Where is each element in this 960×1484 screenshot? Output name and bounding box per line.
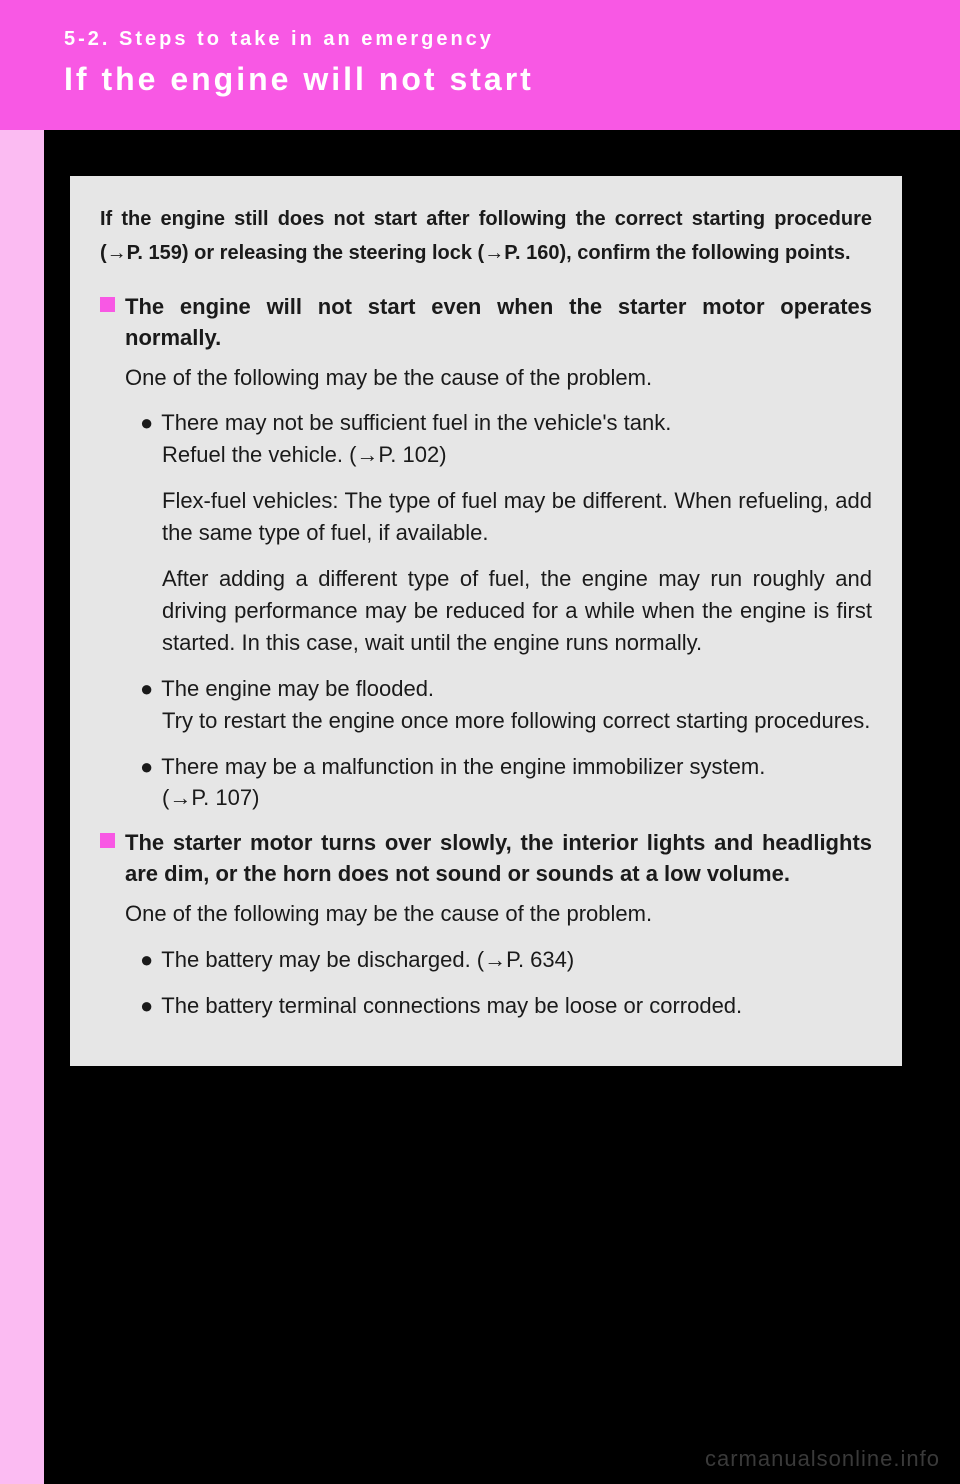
page-title: If the engine will not start	[64, 61, 960, 98]
bullet-text: The battery terminal connections may be …	[161, 990, 872, 1022]
bullet-dot-icon: ●	[140, 944, 153, 976]
bullet-text: The engine may be flooded.	[161, 673, 872, 705]
bullet-dot-icon: ●	[140, 407, 153, 439]
bullet-text: (→P. 107)	[162, 782, 872, 814]
manual-page: 5-2. Steps to take in an emergency If th…	[0, 0, 960, 1484]
bullet-subtext: After adding a different type of fuel, t…	[162, 563, 872, 659]
bullet-text: There may be a malfunction in the engine…	[161, 751, 872, 783]
bullet-item: ● The battery terminal connections may b…	[140, 990, 872, 1022]
section-2-heading: The starter motor turns over slowly, the…	[100, 828, 872, 890]
pink-square-icon	[100, 297, 115, 312]
bullet-text: The battery may be discharged. (→P. 634)	[161, 944, 872, 976]
bullet-item: ● There may be a malfunction in the engi…	[140, 751, 872, 815]
bullet-text: Try to restart the engine once more foll…	[162, 705, 872, 737]
section-1-title: The engine will not start even when the …	[125, 292, 872, 354]
pink-square-icon	[100, 833, 115, 848]
bullet-dot-icon: ●	[140, 990, 153, 1022]
left-margin-stripe	[0, 130, 44, 1484]
intro-paragraph: If the engine still does not start after…	[100, 202, 872, 270]
bullet-text: Refuel the vehicle. (→P. 102)	[162, 439, 872, 471]
bullet-item: ● The battery may be discharged. (→P. 63…	[140, 944, 872, 976]
bullet-dot-icon: ●	[140, 673, 153, 705]
bullet-item: ● The engine may be flooded. Try to rest…	[140, 673, 872, 737]
section-label: 5-2. Steps to take in an emergency	[64, 28, 960, 51]
bullet-item: ● There may not be sufficient fuel in th…	[140, 407, 872, 658]
bullet-text: There may not be sufficient fuel in the …	[161, 407, 872, 439]
section-1-heading: The engine will not start even when the …	[100, 292, 872, 354]
section-2-title: The starter motor turns over slowly, the…	[125, 828, 872, 890]
section-2-lead: One of the following may be the cause of…	[125, 898, 872, 930]
page-header: 5-2. Steps to take in an emergency If th…	[0, 0, 960, 130]
bullet-subtext: Flex-fuel vehicles: The type of fuel may…	[162, 485, 872, 549]
section-1-lead: One of the following may be the cause of…	[125, 362, 872, 394]
watermark-text: carmanualsonline.info	[705, 1446, 940, 1472]
bullet-dot-icon: ●	[140, 751, 153, 783]
content-box: If the engine still does not start after…	[70, 176, 902, 1066]
